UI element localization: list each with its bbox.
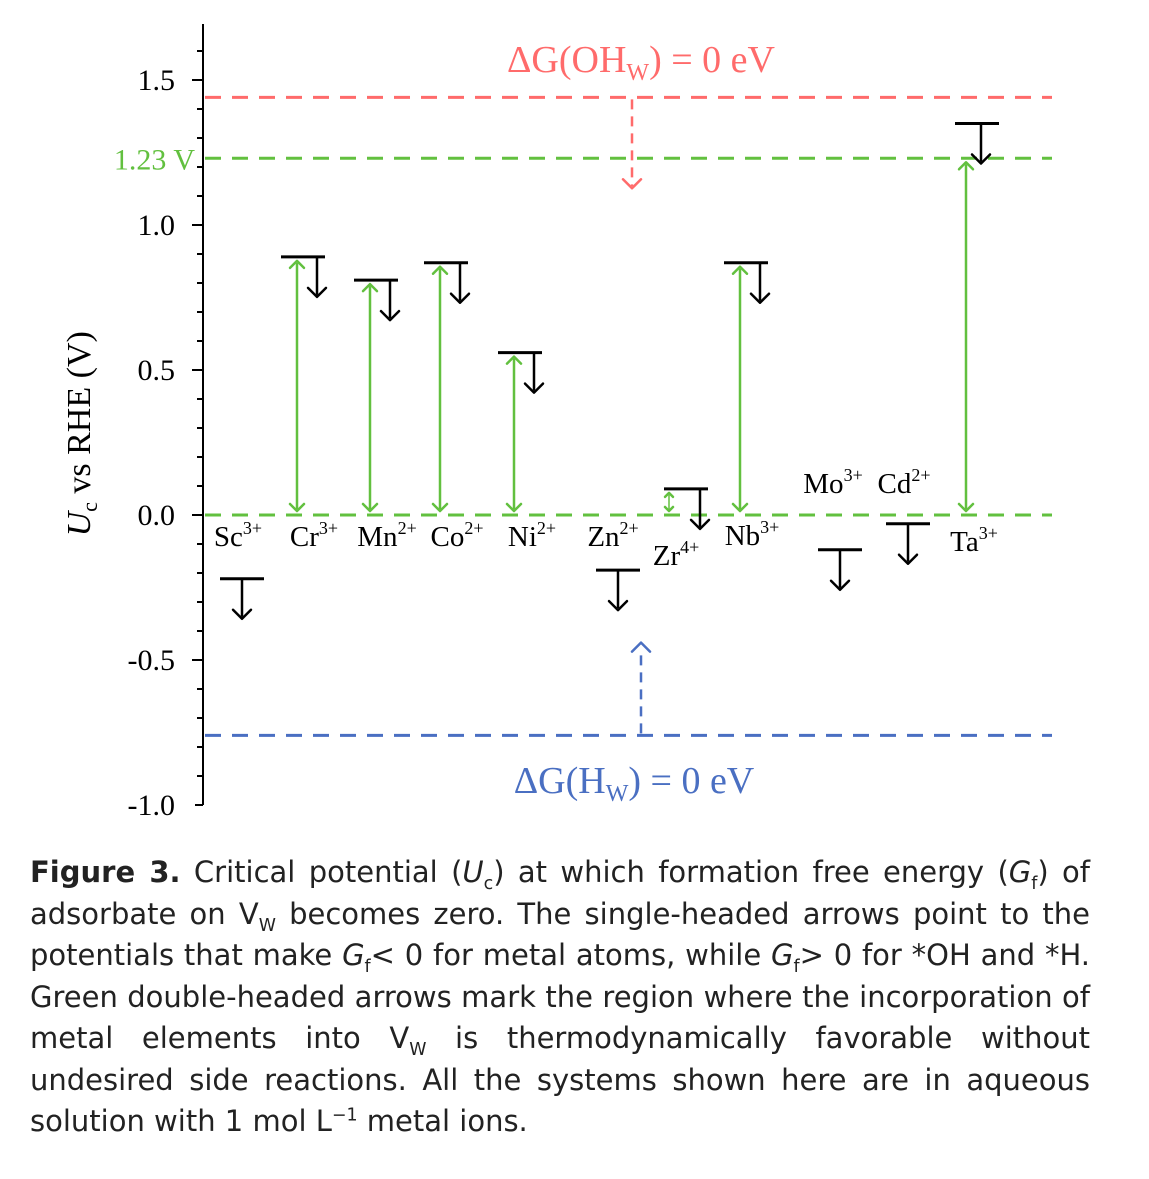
marker-zn	[596, 568, 640, 612]
y-axis: 1.5 1.0 0.5 0.0 -0.5 -1.0 Uc vs RHE (V)	[61, 24, 204, 822]
caption-text: ) at which formation free energy (	[493, 855, 1009, 889]
oh-shift-arrowhead	[621, 178, 643, 190]
element-label-co: Co2+	[431, 518, 484, 553]
caption-subscript: f	[364, 956, 371, 977]
element-labels: Sc3+ Cr3+ Mn2+ Co2+ Ni2+ Zn2+ Zr4+ Nb3+ Mo3+ Cd2+…	[214, 465, 998, 572]
green-arrowhead-down-ni	[505, 502, 523, 513]
down-arrowhead-zr	[689, 518, 711, 531]
caption-symbol: G	[1008, 855, 1032, 889]
caption-subscript: W	[258, 915, 276, 936]
down-arrowhead-ni	[523, 382, 545, 394]
green-arrowhead-up-zr	[663, 491, 675, 499]
down-arrowhead-nb	[749, 292, 771, 304]
critical-potential-markers	[220, 122, 999, 621]
down-arrowhead-co	[449, 292, 471, 304]
h-annotation: ΔG(HW) = 0 eV	[514, 760, 755, 807]
h-shift-arrowhead	[630, 641, 652, 653]
green-arrowhead-down-nb	[731, 502, 749, 513]
down-arrowhead-sc	[231, 608, 253, 621]
caption-text: > 0 for *OH and *H. Green double-headed …	[30, 938, 1090, 1055]
green-arrowhead-down-ta	[957, 502, 975, 513]
y-tick-label: 0.5	[138, 354, 176, 387]
element-label-nb: Nb3+	[725, 517, 780, 552]
green-arrowhead-down-mn	[361, 502, 379, 513]
down-arrowhead-zn	[607, 599, 629, 612]
element-label-mn: Mn2+	[357, 518, 416, 553]
element-label-ni: Ni2+	[508, 518, 556, 553]
green-arrowhead-up-cr	[288, 259, 306, 270]
caption-symbol: G	[770, 938, 794, 972]
green-arrowhead-up-nb	[731, 265, 749, 275]
green-arrowhead-up-co	[431, 265, 449, 275]
marker-co	[424, 261, 471, 513]
caption-text: Critical potential (	[180, 855, 463, 889]
marker-mo	[818, 548, 862, 592]
caption-text: ) of adsorbate on V	[30, 855, 1090, 931]
caption-superscript: −1	[331, 1105, 358, 1126]
down-arrowhead-cd	[897, 553, 919, 565]
caption-symbol: G	[342, 938, 365, 972]
reference-lines: 1.23 V	[114, 95, 1052, 737]
annotations: ΔG(OHW) = 0 eV ΔG(HW) = 0 eV	[507, 39, 776, 807]
y-tick-label: 0.0	[138, 499, 176, 532]
y-tick-label: -1.0	[128, 789, 176, 822]
element-label-zr: Zr4+	[653, 537, 700, 572]
y-tick-label: 1.5	[138, 64, 176, 97]
figure-caption: Figure 3. Critical potential (Uc) at whi…	[30, 852, 1090, 1143]
element-label-zn: Zn2+	[587, 518, 638, 553]
caption-subscript: f	[793, 956, 800, 977]
down-arrowhead-mn	[379, 309, 401, 322]
y-axis-label: Uc vs RHE (V)	[61, 331, 102, 536]
caption-text: is thermodynamically favorable without u…	[30, 1021, 1090, 1138]
down-arrowhead-cr	[306, 286, 328, 299]
marker-cd	[886, 522, 930, 565]
marker-ni	[498, 351, 545, 513]
marker-zr	[663, 487, 711, 531]
hline-label-v123: 1.23 V	[114, 143, 195, 176]
oh-annotation: ΔG(OHW) = 0 eV	[507, 39, 776, 86]
y-tick-label: 1.0	[138, 209, 176, 242]
marker-sc	[220, 577, 264, 621]
caption-subscript: c	[483, 873, 494, 894]
green-arrowhead-up-ta	[957, 161, 975, 171]
marker-nb	[724, 261, 771, 513]
caption-text: < 0 for metal atoms, while	[370, 938, 771, 972]
element-label-sc: Sc3+	[214, 518, 262, 553]
green-arrowhead-up-mn	[361, 282, 379, 293]
element-label-cd: Cd2+	[878, 465, 931, 500]
marker-mn	[354, 278, 401, 513]
caption-subscript: f	[1031, 873, 1038, 894]
down-arrowhead-ta	[970, 153, 992, 165]
marker-cr	[281, 255, 328, 513]
green-arrowhead-up-ni	[505, 355, 523, 365]
chart: 1.5 1.0 0.5 0.0 -0.5 -1.0 Uc vs RHE (V) 1.23 V…	[61, 24, 1052, 822]
marker-ta	[955, 122, 999, 513]
down-arrowhead-mo	[829, 579, 851, 592]
green-arrowhead-down-cr	[288, 502, 306, 513]
element-label-cr: Cr3+	[290, 518, 338, 553]
green-arrowhead-down-co	[431, 502, 449, 513]
caption-text: metal ions.	[357, 1104, 528, 1138]
caption-text: becomes zero. The single-headed arrows p…	[30, 896, 1090, 973]
caption-subscript: W	[409, 1039, 427, 1060]
element-label-ta: Ta3+	[950, 523, 998, 558]
caption-symbol: U	[462, 855, 484, 889]
element-label-mo: Mo3+	[803, 465, 862, 500]
green-arrowhead-down-zr	[663, 505, 675, 513]
figure-label: Figure 3.	[30, 855, 181, 889]
y-tick-label: -0.5	[128, 644, 176, 677]
